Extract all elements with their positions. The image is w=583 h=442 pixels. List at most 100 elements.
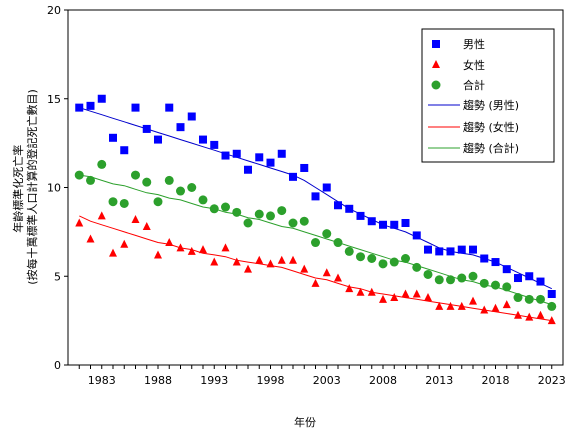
point-male	[210, 140, 219, 149]
point-total	[536, 294, 545, 304]
point-total	[513, 293, 523, 303]
x-tick-label: 2003	[313, 374, 341, 387]
y-axis-title: 年齡標準化死亡率 (按每十萬標準人口計算的登記死亡數目)	[11, 89, 39, 285]
point-male	[154, 135, 162, 144]
point-male	[525, 272, 534, 281]
point-female	[424, 293, 432, 302]
point-total	[356, 252, 365, 262]
point-total	[86, 175, 95, 185]
point-total	[243, 218, 253, 228]
legend-marker-total	[431, 80, 441, 90]
point-female	[379, 294, 387, 303]
point-female	[131, 214, 140, 223]
y-tick-label: 0	[54, 359, 61, 372]
x-tick-label: 1983	[88, 374, 116, 387]
legend-marker-male	[432, 40, 440, 48]
point-male	[244, 165, 252, 174]
y-tick-label: 10	[47, 182, 61, 195]
point-total	[108, 197, 118, 207]
point-total	[367, 254, 377, 263]
point-total	[266, 211, 275, 221]
legend-label-trend-total: 趨勢 (合計)	[463, 141, 519, 155]
point-female	[165, 238, 174, 247]
point-total	[277, 206, 287, 216]
point-male	[277, 149, 286, 158]
point-female	[446, 301, 455, 310]
point-total	[142, 177, 152, 187]
point-male	[334, 201, 342, 210]
point-female	[311, 278, 320, 287]
point-total	[333, 238, 343, 248]
point-total	[502, 282, 512, 292]
y-tick-label: 5	[54, 270, 61, 283]
point-male	[109, 133, 117, 142]
point-total	[131, 170, 140, 180]
point-total	[524, 294, 534, 304]
point-male	[289, 172, 297, 181]
x-tick-label: 2018	[482, 374, 510, 387]
trend-line-total	[79, 174, 552, 306]
point-total	[423, 269, 433, 279]
point-male	[255, 153, 264, 162]
point-female	[469, 296, 477, 305]
legend-label-male: 男性	[463, 37, 485, 51]
point-male	[356, 211, 365, 220]
legend-label-trend-female: 趨勢 (女性)	[463, 120, 519, 134]
point-male	[412, 231, 421, 240]
point-female	[525, 312, 534, 321]
y-axis-title-line-2: (按每十萬標準人口計算的登記死亡數目)	[25, 89, 39, 285]
point-female	[277, 255, 286, 264]
point-total	[378, 259, 388, 269]
point-total	[299, 216, 309, 226]
point-total	[446, 275, 455, 285]
point-male	[469, 245, 477, 254]
point-male	[176, 123, 185, 132]
point-total	[198, 195, 208, 205]
point-male	[514, 274, 522, 283]
legend-label-female: 女性	[463, 58, 485, 72]
point-male	[390, 220, 399, 229]
point-female	[210, 257, 219, 266]
point-total	[491, 280, 500, 290]
point-male	[424, 245, 432, 254]
y-axis-ticks: 0 5 10 15 20	[47, 4, 68, 372]
point-female	[345, 284, 354, 293]
point-male	[345, 204, 354, 213]
point-female	[109, 248, 117, 257]
point-female	[120, 239, 129, 248]
point-female	[367, 287, 376, 296]
point-female	[221, 243, 230, 252]
point-male	[547, 290, 556, 298]
point-female	[491, 303, 500, 312]
x-tick-label: 1988	[144, 374, 172, 387]
point-female	[97, 211, 106, 220]
point-female	[176, 243, 185, 252]
point-total	[479, 278, 489, 288]
point-male	[536, 277, 545, 286]
point-female	[480, 305, 489, 314]
point-male	[221, 151, 230, 160]
y-tick-label: 20	[47, 4, 61, 17]
legend-marker-female	[432, 60, 440, 68]
point-total	[401, 254, 410, 263]
point-total	[468, 271, 478, 281]
point-male	[322, 183, 331, 192]
point-female	[289, 255, 297, 264]
point-male	[367, 217, 376, 226]
point-male	[379, 220, 387, 229]
point-total	[232, 207, 242, 217]
point-male	[187, 112, 196, 121]
point-male	[502, 265, 511, 274]
point-female	[435, 301, 444, 310]
point-male	[75, 103, 84, 112]
point-female	[266, 259, 275, 268]
x-axis-ticks: 1983 1988 1993 1998 2003 2008 2013 2018 2023	[78, 365, 566, 387]
point-male	[401, 219, 410, 227]
point-female	[457, 301, 466, 310]
point-male	[435, 247, 444, 256]
point-male	[165, 103, 174, 112]
point-total	[164, 175, 174, 185]
point-female	[502, 300, 511, 309]
